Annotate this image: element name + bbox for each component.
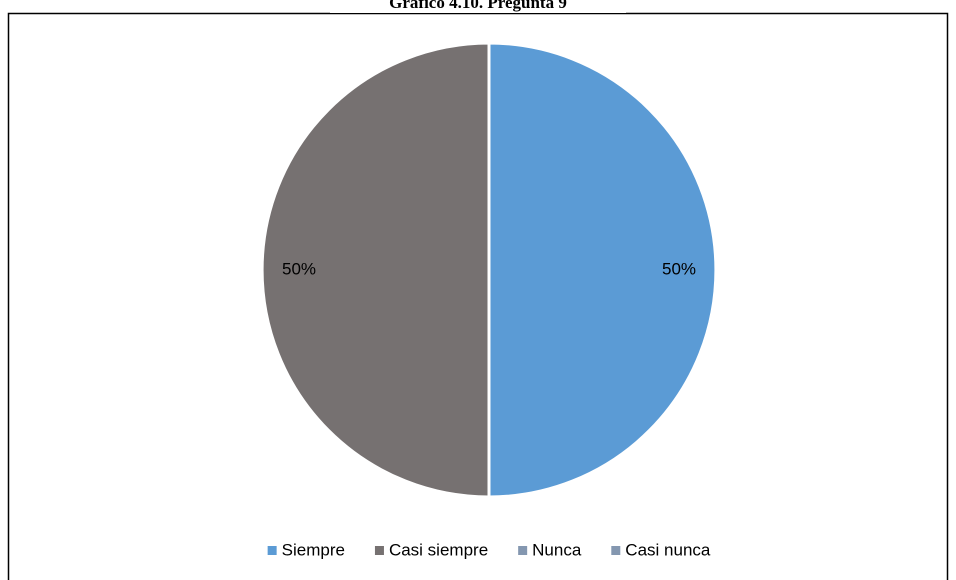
data-label: 50% <box>282 259 316 278</box>
title-background <box>330 0 626 13</box>
legend-label: Casi nunca <box>625 540 711 559</box>
legend-marker <box>374 546 384 555</box>
pie-slice <box>260 41 491 499</box>
data-label: 50% <box>662 259 696 278</box>
legend-label: Nunca <box>532 540 582 559</box>
legend-marker <box>611 546 621 555</box>
pie-slice <box>487 41 718 499</box>
legend-label: Casi siempre <box>389 540 488 559</box>
legend-marker <box>518 546 528 555</box>
legend-marker <box>267 546 277 555</box>
chart-title: Gráfico 4.10. Pregunta 9 <box>389 0 567 12</box>
legend-label: Siempre <box>282 540 345 559</box>
